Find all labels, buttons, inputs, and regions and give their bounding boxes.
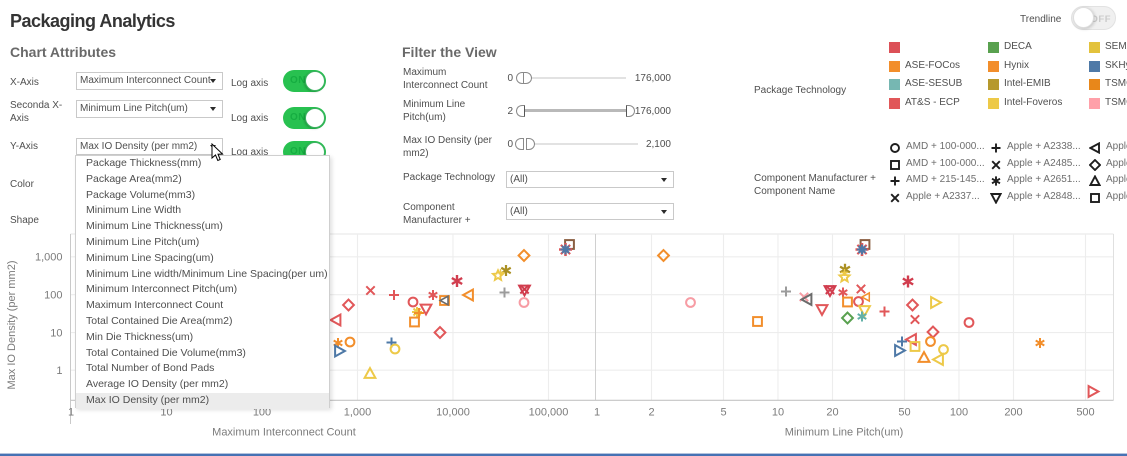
svg-text:20: 20: [826, 407, 838, 419]
svg-text:100: 100: [253, 407, 271, 419]
svg-text:Maximum Interconnect Count: Maximum Interconnect Count: [212, 427, 356, 439]
svg-text:1,000: 1,000: [344, 407, 372, 419]
svg-text:1: 1: [56, 365, 62, 377]
svg-text:100: 100: [950, 407, 968, 419]
svg-text:100: 100: [44, 290, 62, 302]
svg-text:10,000: 10,000: [436, 407, 470, 419]
svg-text:2: 2: [648, 407, 654, 419]
svg-text:10: 10: [160, 407, 172, 419]
svg-text:50: 50: [898, 407, 910, 419]
svg-text:10: 10: [772, 407, 784, 419]
svg-text:1: 1: [68, 407, 74, 419]
svg-text:1,000: 1,000: [35, 252, 63, 264]
svg-text:5: 5: [720, 407, 726, 419]
svg-text:1: 1: [594, 407, 600, 419]
svg-text:10: 10: [50, 327, 62, 339]
svg-text:200: 200: [1004, 407, 1022, 419]
svg-text:500: 500: [1076, 407, 1094, 419]
svg-text:Max IO Density (per mm2): Max IO Density (per mm2): [6, 261, 18, 390]
svg-text:Minimum Line Pitch(um): Minimum Line Pitch(um): [785, 427, 904, 439]
svg-text:100,000: 100,000: [529, 407, 569, 419]
